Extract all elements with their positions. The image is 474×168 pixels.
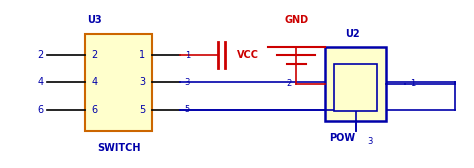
Text: 5: 5 — [184, 105, 190, 114]
Text: 1: 1 — [139, 50, 145, 60]
Text: 4: 4 — [92, 77, 98, 87]
Text: 5: 5 — [139, 105, 146, 115]
Text: 3: 3 — [367, 137, 373, 146]
FancyBboxPatch shape — [334, 64, 377, 111]
Text: U3: U3 — [88, 15, 102, 25]
Text: 1: 1 — [184, 51, 190, 59]
FancyBboxPatch shape — [325, 47, 386, 121]
Text: GND: GND — [284, 15, 308, 25]
Text: 2: 2 — [286, 79, 292, 89]
FancyBboxPatch shape — [85, 34, 152, 131]
Text: SWITCH: SWITCH — [97, 143, 140, 153]
Text: 6: 6 — [92, 105, 98, 115]
Text: VCC: VCC — [237, 50, 259, 60]
Text: 1: 1 — [410, 79, 415, 89]
Text: U2: U2 — [345, 29, 360, 39]
Text: 2: 2 — [37, 50, 44, 60]
Text: 4: 4 — [37, 77, 43, 87]
Text: 3: 3 — [139, 77, 145, 87]
Text: POW: POW — [329, 133, 356, 143]
Text: 3: 3 — [184, 78, 190, 87]
Text: 6: 6 — [37, 105, 43, 115]
Text: 2: 2 — [91, 50, 98, 60]
